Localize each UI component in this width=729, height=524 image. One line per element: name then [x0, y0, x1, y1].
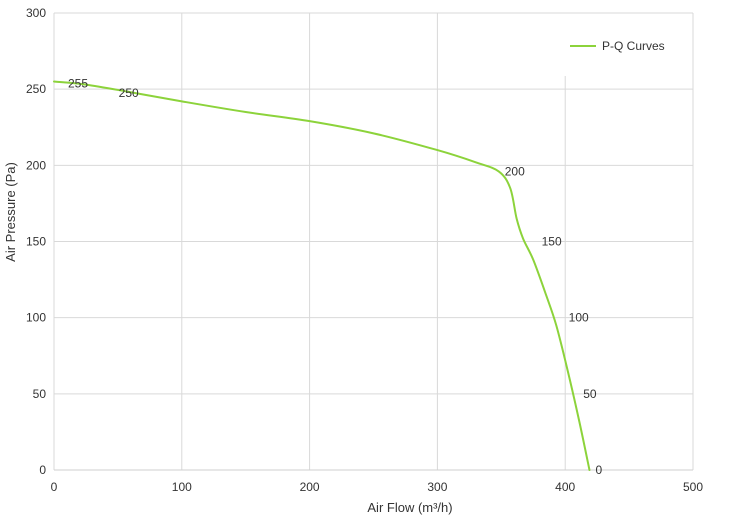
data-label: 250 — [119, 86, 139, 100]
data-label: 150 — [542, 235, 562, 249]
pq-curve-line — [53, 80, 591, 471]
data-label: 100 — [569, 311, 589, 325]
legend: P-Q Curves — [570, 39, 665, 53]
x-tick-label: 0 — [51, 480, 58, 494]
grid — [53, 12, 694, 470]
y-tick-label: 0 — [39, 463, 46, 477]
data-label: 255 — [68, 77, 88, 91]
x-tick-label: 500 — [683, 480, 703, 494]
y-tick-label: 50 — [33, 387, 47, 401]
x-tick-label: 300 — [427, 480, 447, 494]
y-axis-title: Air Pressure (Pa) — [3, 162, 18, 262]
data-label: 0 — [595, 463, 602, 477]
data-label: 200 — [505, 164, 525, 178]
data-labels: 255 250 200 150 100 50 0 — [68, 77, 602, 477]
series — [53, 80, 591, 471]
x-tick-label: 100 — [172, 480, 192, 494]
y-tick-label: 250 — [26, 82, 46, 96]
y-tick-label: 300 — [26, 6, 46, 20]
y-tick-label: 150 — [26, 235, 46, 249]
y-tick-label: 200 — [26, 158, 46, 172]
y-tick-label: 100 — [26, 311, 46, 325]
data-label: 50 — [583, 387, 597, 401]
x-tick-label: 200 — [300, 480, 320, 494]
x-axis-title: Air Flow (m³/h) — [367, 500, 452, 515]
legend-label: P-Q Curves — [602, 39, 665, 53]
x-tick-label: 400 — [555, 480, 575, 494]
